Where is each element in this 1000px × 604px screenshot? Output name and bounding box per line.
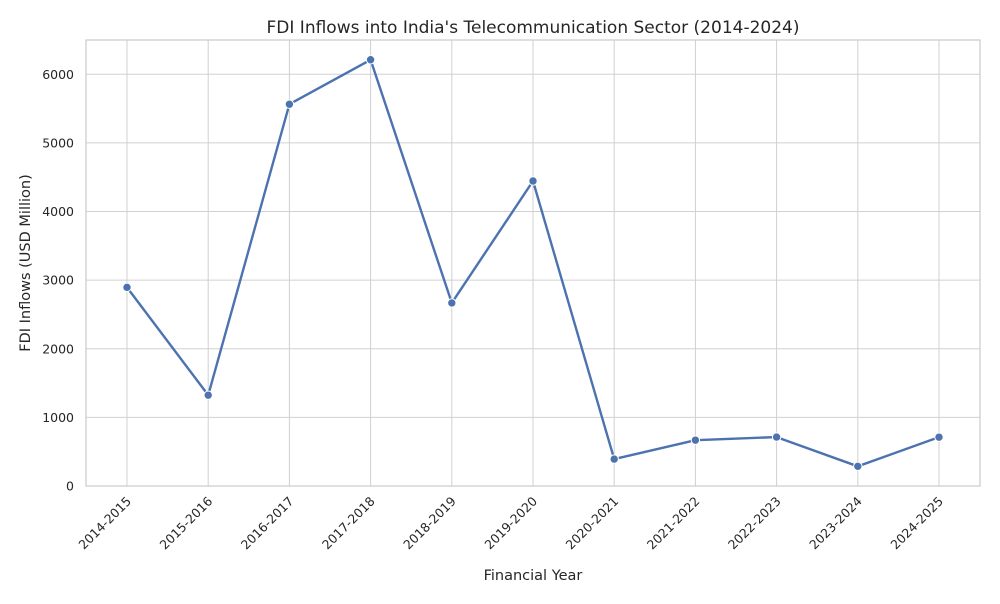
series-layer [122,55,944,472]
x-tick-label: 2024-2025 [887,494,946,553]
data-point [203,390,213,400]
data-point [528,176,538,186]
y-tick-label: 4000 [42,204,74,219]
y-tick-label: 0 [66,479,74,494]
y-tick-label: 6000 [42,67,74,82]
x-tick-label: 2015-2016 [157,493,216,552]
y-tick-label: 5000 [42,135,74,150]
x-axis-label: Financial Year [484,568,583,584]
data-point [122,282,132,293]
data-point [934,432,944,442]
x-tick-label: 2021-2022 [644,494,703,553]
x-tick-label: 2022-2023 [725,494,784,553]
y-tick-label: 1000 [42,410,74,425]
gridlines [86,40,980,487]
x-tick-label: 2019-2020 [481,493,540,552]
chart-title: FDI Inflows into India's Telecommunicati… [267,18,800,38]
y-tick-label: 2000 [42,341,74,356]
x-tick-label: 2017-2018 [319,493,378,552]
x-tick-label: 2014-2015 [75,494,134,553]
data-point [853,461,863,472]
y-axis-ticks: 0 1000 2000 3000 4000 5000 6000 [42,67,74,494]
y-tick-label: 3000 [42,273,74,288]
data-point [690,435,701,445]
data-point [771,432,782,442]
x-tick-label: 2023-2024 [806,493,865,552]
y-axis-label: FDI Inflows (USD Million) [18,174,34,351]
x-tick-label: 2020-2021 [563,494,622,553]
data-point [609,454,619,464]
data-point [284,99,295,109]
data-point [365,55,376,65]
x-axis-ticks: 2014-2015 2015-2016 2016-2017 2017-2018 2018… [75,493,946,552]
plot-frame [85,39,981,487]
data-point [447,298,457,308]
x-tick-label: 2018-2019 [400,493,459,552]
x-tick-label: 2016-2017 [238,494,297,553]
